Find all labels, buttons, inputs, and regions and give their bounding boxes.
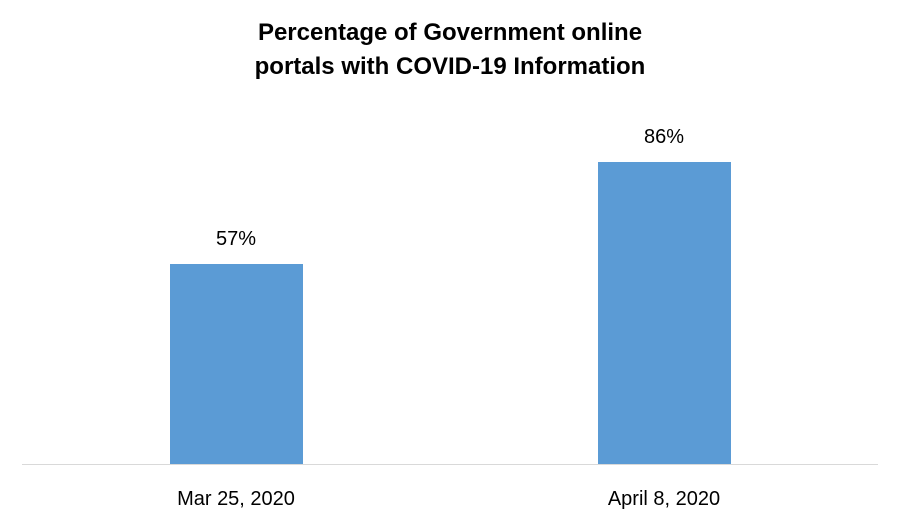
category-label: April 8, 2020 [607,488,721,510]
chart-title: Percentage of Government online portals … [0,16,900,84]
x-axis-line [22,464,878,465]
bar-group: 86% April 8, 2020 [574,125,754,510]
bar [597,162,731,464]
bar-value-label: 57% [215,228,257,250]
category-label: Mar 25, 2020 [177,488,295,510]
chart-title-line-2: portals with COVID-19 Information [254,53,646,80]
chart-title-line-1: Percentage of Government online [257,19,643,46]
bar-value-label: 86% [643,126,685,148]
bar-group: 57% Mar 25, 2020 [146,227,326,510]
bar [169,264,303,464]
